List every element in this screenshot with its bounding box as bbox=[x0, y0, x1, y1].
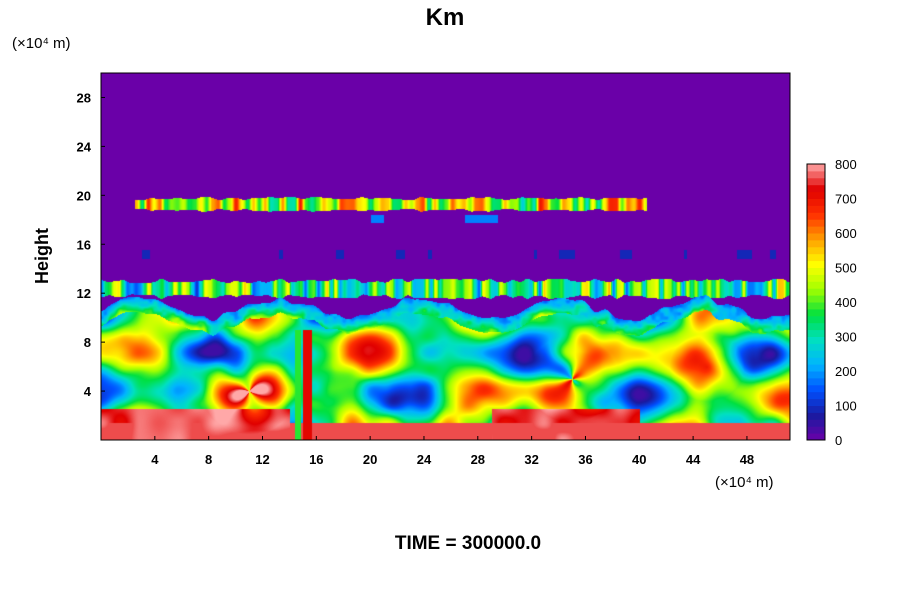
colorbar-segment bbox=[807, 205, 825, 213]
colorbar-segment bbox=[807, 433, 825, 441]
colorbar-tick-label: 300 bbox=[835, 330, 857, 345]
chart-title: Km bbox=[426, 4, 465, 31]
y-axis-unit-label: (×10⁴ m) bbox=[12, 35, 71, 52]
y-tick-label: 20 bbox=[77, 188, 91, 203]
colorbar-segment bbox=[807, 391, 825, 400]
colorbar-segment bbox=[807, 233, 825, 241]
colorbar-segment bbox=[807, 377, 825, 386]
y-tick-label: 16 bbox=[77, 237, 91, 252]
plot-area bbox=[100, 72, 791, 441]
time-label: TIME = 300000.0 bbox=[395, 533, 541, 554]
colorbar-segment bbox=[807, 343, 825, 351]
colorbar-tick-label: 500 bbox=[835, 261, 857, 276]
colorbar-segment bbox=[807, 274, 825, 282]
x-tick-label: 40 bbox=[632, 452, 646, 467]
x-axis-ticks: 4 8 12 16 20 24 28 32 36 40 44 48 bbox=[151, 436, 754, 467]
colorbar-segment bbox=[807, 212, 825, 220]
y-tick-label: 24 bbox=[77, 139, 92, 154]
colorbar: 0 100 200 300 400 500 600 700 800 bbox=[806, 157, 857, 448]
x-tick-label: 24 bbox=[417, 452, 432, 467]
colorbar-tick-label: 100 bbox=[835, 399, 857, 414]
colorbar-segment bbox=[807, 288, 825, 296]
colorbar-tick-label: 400 bbox=[835, 295, 857, 310]
colorbar-segment bbox=[807, 384, 825, 393]
colorbar-segment bbox=[807, 164, 825, 172]
x-tick-label: 44 bbox=[686, 452, 701, 467]
x-axis-unit-label: (×10⁴ m) bbox=[715, 474, 774, 491]
y-axis-ticks: 4 8 12 16 20 24 28 bbox=[77, 90, 105, 399]
colorbar-segment bbox=[807, 170, 825, 179]
y-axis-label: Height bbox=[32, 228, 52, 284]
colorbar-segment bbox=[807, 357, 825, 365]
x-tick-label: 28 bbox=[471, 452, 485, 467]
y-tick-label: 12 bbox=[77, 286, 91, 301]
colorbar-segment bbox=[807, 191, 825, 199]
colorbar-tick-label: 200 bbox=[835, 364, 857, 379]
colorbar-tick-label: 600 bbox=[835, 226, 857, 241]
colorbar-tick-label: 700 bbox=[835, 192, 857, 207]
y-tick-label: 28 bbox=[77, 90, 91, 105]
x-tick-label: 48 bbox=[740, 452, 754, 467]
colorbar-segment bbox=[807, 239, 825, 248]
colorbar-segment bbox=[807, 260, 825, 268]
x-tick-label: 32 bbox=[524, 452, 538, 467]
colorbar-segment bbox=[807, 322, 825, 331]
colorbar-segment bbox=[807, 329, 825, 337]
y-tick-label: 8 bbox=[84, 335, 91, 350]
colorbar-segment bbox=[807, 246, 825, 255]
colorbar-segment bbox=[807, 398, 825, 406]
colorbar-segment bbox=[807, 315, 825, 324]
colorbar-segment bbox=[807, 308, 825, 317]
colorbar-segment bbox=[807, 226, 825, 234]
x-tick-label: 8 bbox=[205, 452, 212, 467]
colorbar-segment bbox=[807, 412, 825, 420]
colorbar-segment bbox=[807, 302, 825, 310]
colorbar-segment bbox=[807, 198, 825, 206]
colorbar-segment bbox=[807, 177, 825, 186]
plot-frame bbox=[100, 72, 791, 441]
colorbar-segment bbox=[807, 267, 825, 275]
colorbar-segment bbox=[807, 405, 825, 413]
colorbar-segment bbox=[807, 219, 825, 227]
x-tick-label: 16 bbox=[309, 452, 323, 467]
colorbar-segment bbox=[807, 364, 825, 372]
colorbar-segment bbox=[807, 295, 825, 303]
colorbar-frame bbox=[806, 163, 826, 441]
colorbar-tick-label: 0 bbox=[835, 433, 842, 448]
colorbar-segment bbox=[807, 253, 825, 262]
colorbar-tick-label: 800 bbox=[835, 157, 857, 172]
colorbar-segment bbox=[807, 350, 825, 358]
x-tick-label: 20 bbox=[363, 452, 377, 467]
x-tick-label: 36 bbox=[578, 452, 592, 467]
colorbar-segment bbox=[807, 426, 825, 434]
colorbar-segment bbox=[807, 336, 825, 344]
colorbar-segment bbox=[807, 419, 825, 427]
colorbar-segment bbox=[807, 371, 825, 379]
x-tick-label: 4 bbox=[151, 452, 159, 467]
colorbar-segment bbox=[807, 281, 825, 289]
y-tick-label: 4 bbox=[84, 384, 92, 399]
colorbar-segment bbox=[807, 184, 825, 193]
heatmap-field bbox=[101, 73, 790, 440]
x-tick-label: 12 bbox=[255, 452, 269, 467]
